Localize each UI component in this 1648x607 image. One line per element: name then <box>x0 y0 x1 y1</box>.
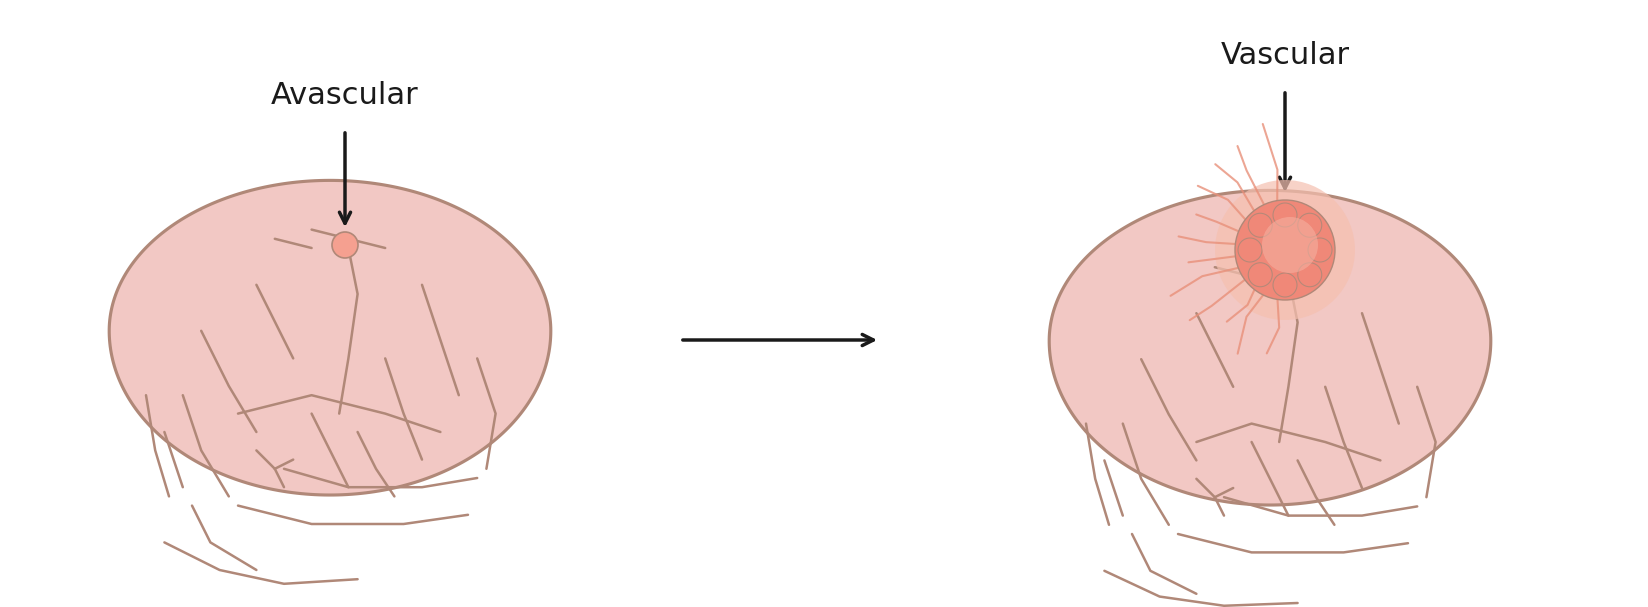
Text: Avascular: Avascular <box>272 81 419 110</box>
Circle shape <box>1238 238 1262 262</box>
Polygon shape <box>1050 191 1491 505</box>
Circle shape <box>1215 180 1355 320</box>
Circle shape <box>1309 238 1332 262</box>
Circle shape <box>1248 213 1272 237</box>
Circle shape <box>1262 217 1318 273</box>
Text: Vascular: Vascular <box>1221 41 1350 70</box>
Circle shape <box>1272 203 1297 227</box>
Circle shape <box>1297 263 1322 287</box>
Circle shape <box>1234 200 1335 300</box>
Circle shape <box>331 232 358 258</box>
Circle shape <box>1297 213 1322 237</box>
Circle shape <box>1272 273 1297 297</box>
Circle shape <box>1248 263 1272 287</box>
Polygon shape <box>109 180 550 495</box>
